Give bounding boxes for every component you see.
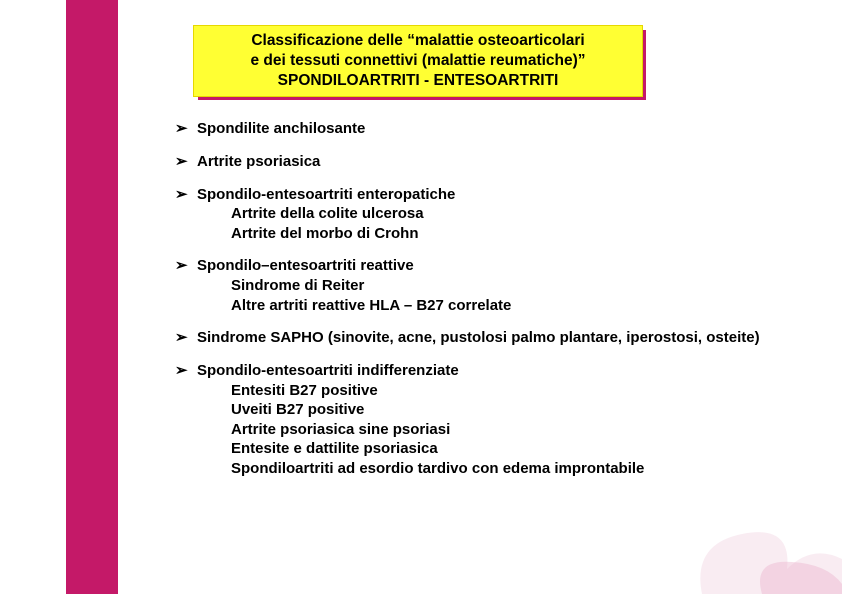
list-item: ➢Spondilo-entesoartriti enteropaticheArt… xyxy=(175,186,795,244)
bullet-icon: ➢ xyxy=(175,257,197,276)
bullet-icon: ➢ xyxy=(175,329,197,348)
list-item: ➢Sindrome SAPHO (sinovite, acne, pustolo… xyxy=(175,329,795,348)
list-item-text: Spondilo-entesoartriti enteropatiche xyxy=(197,186,795,205)
list-item-head: ➢Spondilite anchilosante xyxy=(175,120,795,139)
title-line-2: e dei tessuti connettivi (malattie reuma… xyxy=(244,51,591,71)
list-item-text: Artrite psoriasica xyxy=(197,153,795,172)
list-item-text: Spondilo–entesoartriti reattive xyxy=(197,257,795,276)
list-item-text: Spondilite anchilosante xyxy=(197,120,795,139)
list-subitem: Spondiloartriti ad esordio tardivo con e… xyxy=(175,459,795,479)
list-item-head: ➢Spondilo-entesoartriti indifferenziate xyxy=(175,362,795,381)
list-item: ➢Spondilo-entesoartriti indifferenziateE… xyxy=(175,362,795,478)
list-subitem: Sindrome di Reiter xyxy=(175,276,795,296)
bullet-icon: ➢ xyxy=(175,120,197,139)
list-subitem: Altre artriti reattive HLA – B27 correla… xyxy=(175,296,795,316)
list-item: ➢Spondilo–entesoartriti reattiveSindrome… xyxy=(175,257,795,315)
list-item-head: ➢Spondilo-entesoartriti enteropatiche xyxy=(175,186,795,205)
bullet-icon: ➢ xyxy=(175,362,197,381)
list-subitem: Artrite psoriasica sine psoriasi xyxy=(175,420,795,440)
title-line-3: SPONDILOARTRITI - ENTESOARTRITI xyxy=(272,71,565,91)
content-list: ➢Spondilite anchilosante➢Artrite psorias… xyxy=(175,120,795,492)
list-item-text: Spondilo-entesoartriti indifferenziate xyxy=(197,362,795,381)
bullet-icon: ➢ xyxy=(175,186,197,205)
corner-decoration xyxy=(642,474,842,594)
list-subitem: Entesiti B27 positive xyxy=(175,381,795,401)
list-subitem: Artrite del morbo di Crohn xyxy=(175,224,795,244)
list-item-paren: (sinovite, acne, pustolosi palmo plantar… xyxy=(324,329,760,346)
list-item-head: ➢Spondilo–entesoartriti reattive xyxy=(175,257,795,276)
list-subitem: Entesite e dattilite psoriasica xyxy=(175,439,795,459)
title-line-1: Classificazione delle “malattie osteoart… xyxy=(245,31,590,51)
list-item-text: Sindrome SAPHO (sinovite, acne, pustolos… xyxy=(197,329,795,348)
list-item-head: ➢Artrite psoriasica xyxy=(175,153,795,172)
list-subitem: Uveiti B27 positive xyxy=(175,400,795,420)
bullet-icon: ➢ xyxy=(175,153,197,172)
list-item: ➢Artrite psoriasica xyxy=(175,153,795,172)
left-sidebar xyxy=(66,0,118,594)
title-box: Classificazione delle “malattie osteoart… xyxy=(193,25,643,97)
list-item-head: ➢Sindrome SAPHO (sinovite, acne, pustolo… xyxy=(175,329,795,348)
list-item: ➢Spondilite anchilosante xyxy=(175,120,795,139)
list-subitem: Artrite della colite ulcerosa xyxy=(175,204,795,224)
